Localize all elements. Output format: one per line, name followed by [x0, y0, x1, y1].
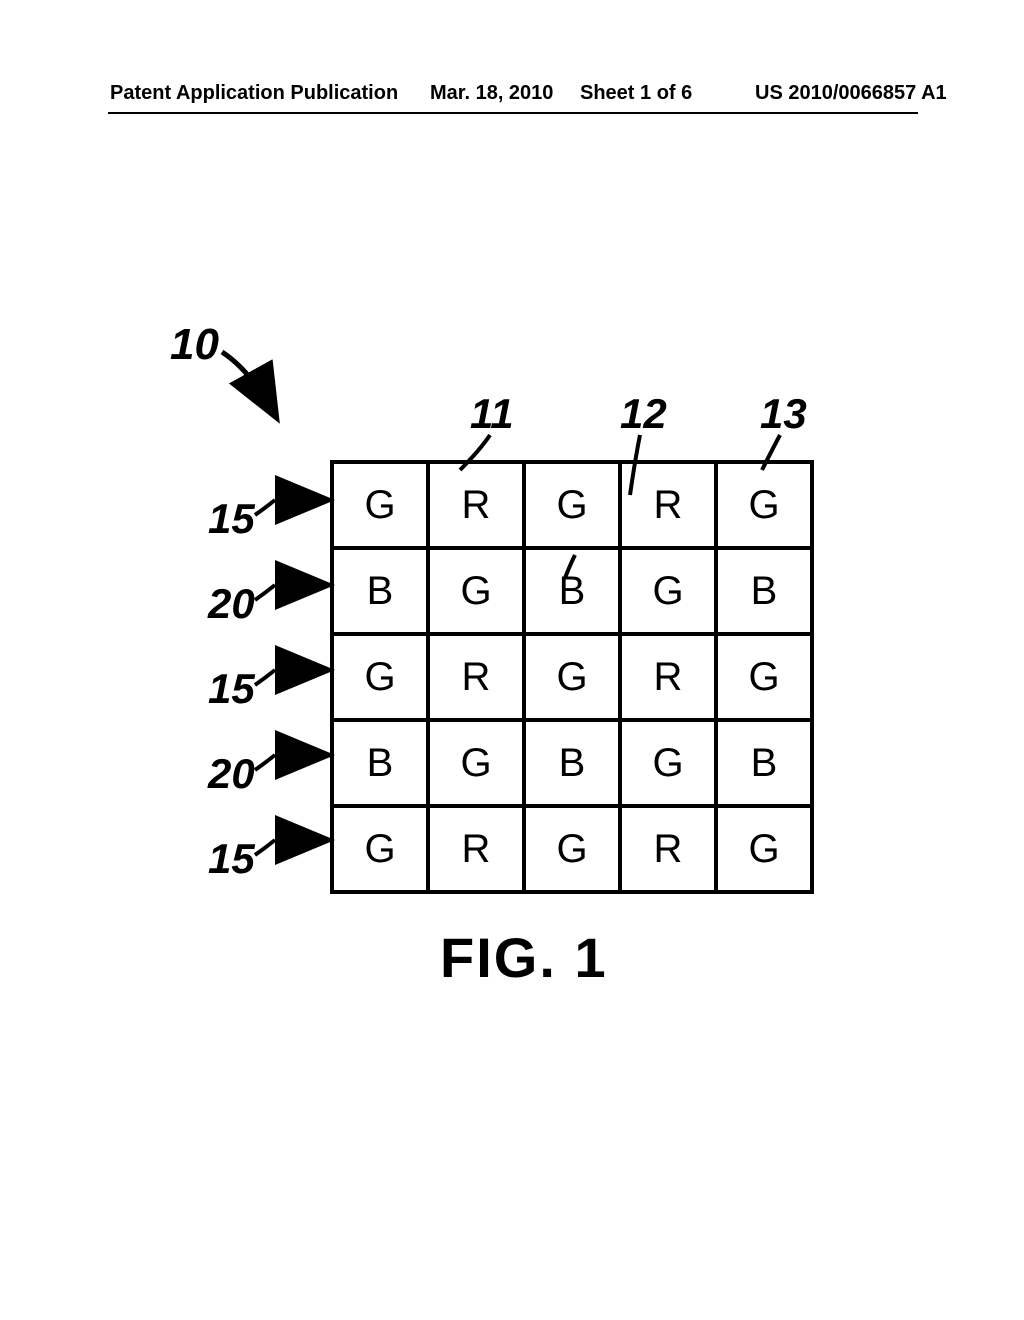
grid-cell: B — [332, 548, 428, 634]
table-row: B G B G B — [332, 548, 812, 634]
grid-cell: G — [524, 634, 620, 720]
grid-cell: G — [428, 548, 524, 634]
grid-cell: B — [524, 720, 620, 806]
row-label-4: 15 — [208, 835, 255, 883]
table-row: G R G R G — [332, 806, 812, 892]
grid-cell: G — [716, 462, 812, 548]
grid-cell: B — [524, 548, 620, 634]
bayer-grid: G R G R G B G B G B G R G R G B G B G B — [330, 460, 814, 894]
figure-1: 10 11 12 13 15 20 15 20 — [140, 320, 900, 1020]
grid-cell: G — [716, 634, 812, 720]
grid-cell: B — [716, 720, 812, 806]
sheet-number: Sheet 1 of 6 — [580, 82, 692, 105]
grid-cell: B — [332, 720, 428, 806]
col-label-12: 12 — [620, 390, 667, 438]
grid-cell: G — [620, 720, 716, 806]
grid-cell: R — [428, 806, 524, 892]
grid-cell: R — [428, 634, 524, 720]
publication-date: Mar. 18, 2010 — [430, 82, 553, 105]
table-row: B G B G B — [332, 720, 812, 806]
table-row: G R G R G — [332, 462, 812, 548]
grid-cell: R — [428, 462, 524, 548]
publication-number: US 2010/0066857 A1 — [755, 82, 947, 105]
grid-cell: B — [716, 548, 812, 634]
row-label-0: 15 — [208, 495, 255, 543]
grid-cell: G — [524, 462, 620, 548]
grid-cell: G — [716, 806, 812, 892]
grid-cell: G — [620, 548, 716, 634]
header-divider — [108, 112, 918, 114]
col-label-11: 11 — [470, 390, 514, 438]
publication-label: Patent Application Publication — [110, 82, 398, 105]
grid-cell: R — [620, 462, 716, 548]
grid-cell: G — [332, 634, 428, 720]
grid-cell: G — [524, 806, 620, 892]
grid-cell: G — [332, 462, 428, 548]
figure-caption: FIG. 1 — [440, 925, 608, 990]
row-label-3: 20 — [208, 750, 255, 798]
table-row: G R G R G — [332, 634, 812, 720]
grid-cell: R — [620, 634, 716, 720]
col-label-13: 13 — [760, 390, 807, 438]
row-label-2: 15 — [208, 665, 255, 713]
grid-cell: R — [620, 806, 716, 892]
reference-10: 10 — [170, 320, 219, 370]
grid-cell: G — [332, 806, 428, 892]
row-label-1: 20 — [208, 580, 255, 628]
grid-cell: G — [428, 720, 524, 806]
